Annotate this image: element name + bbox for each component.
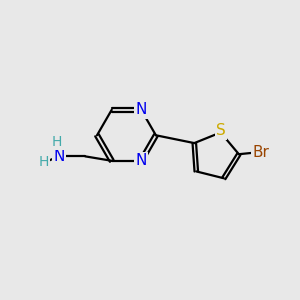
Text: H: H: [52, 135, 62, 149]
Text: N: N: [136, 153, 147, 168]
Text: H: H: [39, 155, 49, 169]
Text: Br: Br: [253, 145, 269, 160]
Text: S: S: [216, 124, 226, 139]
Text: N: N: [53, 149, 64, 164]
Text: N: N: [136, 102, 147, 117]
